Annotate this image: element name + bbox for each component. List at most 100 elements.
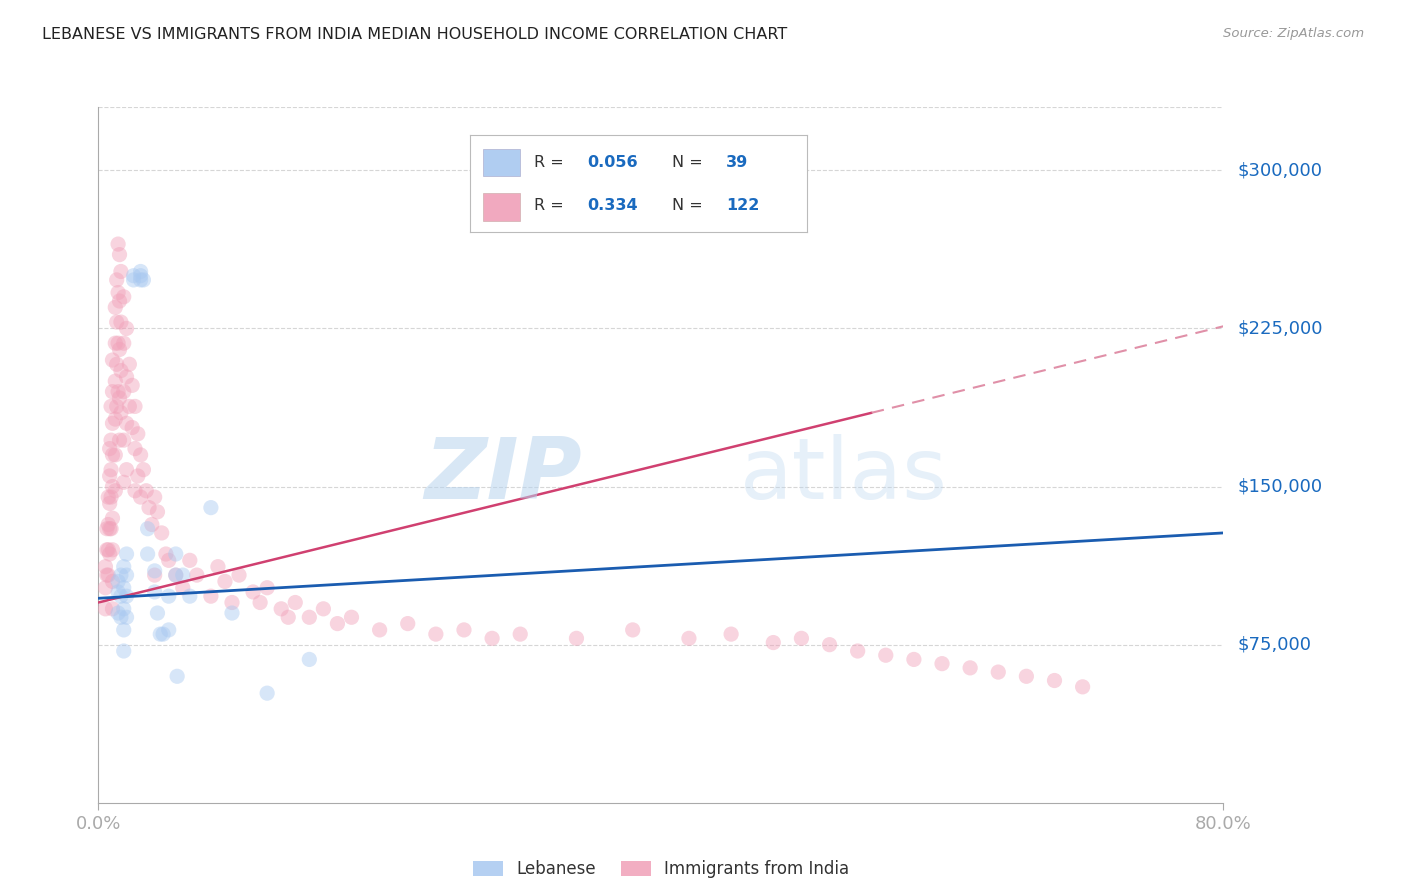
- Point: [124, 483, 146, 498]
- Point: [875, 648, 897, 663]
- Point: [132, 463, 155, 477]
- Point: [129, 273, 152, 287]
- Text: $225,000: $225,000: [1237, 319, 1323, 337]
- Point: [107, 237, 129, 252]
- Point: [959, 661, 981, 675]
- Point: [101, 384, 124, 399]
- Point: [112, 384, 135, 399]
- Point: [481, 632, 503, 646]
- Point: [143, 490, 166, 504]
- Point: [242, 585, 264, 599]
- Point: [104, 336, 127, 351]
- Point: [312, 602, 335, 616]
- Point: [97, 568, 120, 582]
- Point: [143, 564, 166, 578]
- Point: [107, 384, 129, 399]
- Point: [509, 627, 531, 641]
- Point: [112, 644, 135, 658]
- Point: [818, 638, 841, 652]
- Point: [97, 517, 120, 532]
- Point: [166, 669, 188, 683]
- Point: [112, 559, 135, 574]
- Point: [152, 627, 174, 641]
- Point: [143, 585, 166, 599]
- Point: [107, 574, 129, 589]
- Point: [129, 264, 152, 278]
- Point: [149, 627, 172, 641]
- Point: [118, 357, 141, 371]
- Point: [172, 581, 194, 595]
- Point: [110, 363, 132, 377]
- Text: $150,000: $150,000: [1237, 477, 1322, 496]
- Point: [146, 505, 169, 519]
- Point: [115, 463, 138, 477]
- Point: [121, 378, 143, 392]
- Point: [1071, 680, 1094, 694]
- Point: [326, 616, 349, 631]
- Point: [987, 665, 1010, 679]
- Point: [112, 623, 135, 637]
- Point: [108, 293, 131, 308]
- Point: [155, 547, 177, 561]
- Point: [112, 475, 135, 490]
- Point: [157, 589, 180, 603]
- Point: [97, 490, 120, 504]
- Point: [165, 568, 187, 582]
- Point: [98, 547, 121, 561]
- Point: [221, 595, 243, 609]
- Text: Source: ZipAtlas.com: Source: ZipAtlas.com: [1223, 27, 1364, 40]
- Text: LEBANESE VS IMMIGRANTS FROM INDIA MEDIAN HOUSEHOLD INCOME CORRELATION CHART: LEBANESE VS IMMIGRANTS FROM INDIA MEDIAN…: [42, 27, 787, 42]
- Point: [214, 574, 236, 589]
- Point: [396, 616, 419, 631]
- Point: [104, 301, 127, 315]
- Point: [124, 442, 146, 456]
- Point: [101, 448, 124, 462]
- Point: [846, 644, 869, 658]
- Point: [105, 357, 128, 371]
- Point: [100, 463, 122, 477]
- Point: [115, 417, 138, 431]
- Point: [270, 602, 292, 616]
- Point: [221, 606, 243, 620]
- Point: [903, 652, 925, 666]
- Point: [115, 589, 138, 603]
- Point: [96, 522, 118, 536]
- Point: [98, 469, 121, 483]
- Point: [284, 595, 307, 609]
- Point: [762, 635, 785, 649]
- Point: [104, 448, 127, 462]
- Point: [165, 547, 187, 561]
- Point: [98, 496, 121, 510]
- Point: [256, 686, 278, 700]
- Point: [97, 542, 120, 557]
- Point: [100, 522, 122, 536]
- Point: [129, 268, 152, 283]
- Point: [101, 574, 124, 589]
- Point: [200, 500, 222, 515]
- Point: [110, 406, 132, 420]
- Point: [94, 559, 117, 574]
- Point: [101, 417, 124, 431]
- Point: [135, 483, 157, 498]
- Point: [112, 433, 135, 447]
- Point: [112, 581, 135, 595]
- Point: [100, 433, 122, 447]
- Point: [96, 568, 118, 582]
- Point: [228, 568, 250, 582]
- Legend: Lebanese, Immigrants from India: Lebanese, Immigrants from India: [465, 854, 856, 885]
- Point: [200, 589, 222, 603]
- Point: [112, 602, 135, 616]
- Point: [101, 511, 124, 525]
- Point: [298, 652, 321, 666]
- Point: [138, 500, 160, 515]
- Point: [277, 610, 299, 624]
- Point: [298, 610, 321, 624]
- Point: [127, 469, 149, 483]
- Point: [122, 273, 145, 287]
- Point: [101, 353, 124, 368]
- Point: [118, 400, 141, 414]
- Point: [165, 568, 187, 582]
- Point: [453, 623, 475, 637]
- Point: [105, 315, 128, 329]
- Point: [172, 568, 194, 582]
